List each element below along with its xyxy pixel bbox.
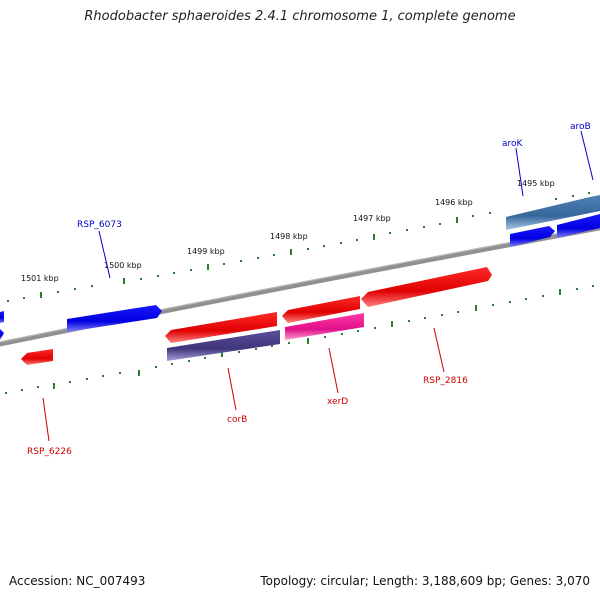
- scale-label: 1495 kbp: [517, 179, 555, 188]
- gene-arrow-aroK[interactable]: [506, 195, 600, 230]
- scale-label: 1499 kbp: [187, 247, 225, 256]
- gene-arrow-rsp2816[interactable]: [361, 267, 492, 307]
- gene-arrow-blue-left-edge-lower[interactable]: [0, 329, 4, 340]
- label-leaders: [42, 130, 594, 442]
- forward-genes: [0, 195, 600, 332]
- gene-arrow-corB[interactable]: [165, 312, 277, 343]
- gene-label-aroB[interactable]: aroB: [570, 122, 591, 132]
- gene-arrow-blue-right-1[interactable]: [510, 226, 555, 247]
- gene-label-aroK[interactable]: aroK: [502, 139, 524, 149]
- scale-label: 1498 kbp: [270, 232, 308, 241]
- gene-label-xerD[interactable]: xerD: [327, 397, 348, 407]
- gene-arrow-corB-lower[interactable]: [167, 330, 280, 361]
- gene-arrow-xerD[interactable]: [282, 296, 360, 323]
- gene-arrow-rsp6073[interactable]: [67, 305, 162, 332]
- gene-arrow-blue-left-edge[interactable]: [0, 311, 4, 323]
- gene-arrow-rsp6226[interactable]: [21, 349, 53, 365]
- outer-tick-track: [7, 192, 590, 302]
- accession-text: Accession: NC_007493: [9, 574, 146, 588]
- gene-arrow-blue-right-2[interactable]: [557, 214, 600, 238]
- gene-label-rsp2816[interactable]: RSP_2816: [423, 376, 468, 386]
- scale-label: 1500 kbp: [104, 261, 142, 270]
- map-title: Rhodobacter sphaeroides 2.4.1 chromosome…: [84, 9, 516, 24]
- gene-labels: RSP_6073 aroK aroB RSP_6226 corB xerD RS…: [27, 122, 591, 457]
- scale-label: 1501 kbp: [21, 274, 59, 283]
- scale-label: 1497 kbp: [353, 214, 391, 223]
- gene-label-rsp6073[interactable]: RSP_6073: [77, 220, 122, 230]
- genome-info-text: Topology: circular; Length: 3,188,609 bp…: [260, 574, 590, 588]
- reverse-genes: [0, 296, 364, 365]
- gene-arrow-xerD-lower[interactable]: [285, 313, 364, 340]
- scale-labels: 1501 kbp 1500 kbp 1499 kbp 1498 kbp 1497…: [21, 179, 555, 283]
- inner-tick-track: [5, 285, 594, 394]
- gene-label-corB[interactable]: corB: [227, 415, 247, 425]
- scale-label: 1496 kbp: [435, 198, 473, 207]
- gene-label-rsp6226[interactable]: RSP_6226: [27, 447, 72, 457]
